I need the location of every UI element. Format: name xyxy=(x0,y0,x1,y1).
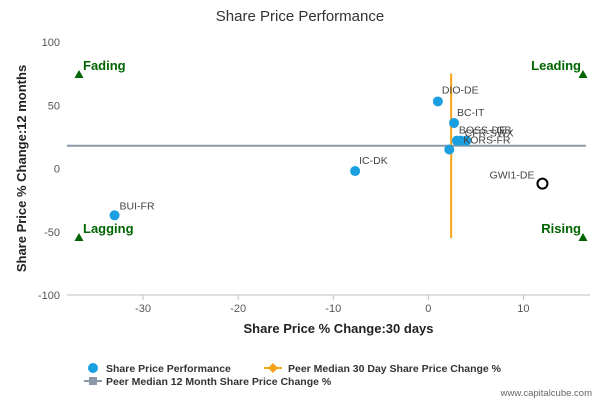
data-point-label: IC-DK xyxy=(359,155,388,167)
chart-title: Share Price Performance xyxy=(216,8,384,25)
y-tick-label: -50 xyxy=(44,227,60,239)
legend-marker-share-price xyxy=(88,363,98,373)
data-point-label: GB xyxy=(496,125,511,137)
data-point xyxy=(109,210,120,221)
data-point-label: BOSS-DE xyxy=(459,125,506,137)
quadrant-label-leading: Leading xyxy=(531,58,581,73)
data-point-label: BUI-FR xyxy=(120,200,155,212)
x-tick-label: 0 xyxy=(425,303,431,315)
legend-label-12m: Peer Median 12 Month Share Price Change … xyxy=(106,376,332,388)
highlight-data-point-label: GWI1-DE xyxy=(490,170,535,182)
credit-text: www.capitalcube.com xyxy=(500,388,592,399)
data-point xyxy=(350,166,361,177)
data-point-label: KORS-FR xyxy=(463,135,511,147)
x-axis-label: Share Price % Change:30 days xyxy=(243,321,433,336)
y-axis-label: Share Price % Change:12 months xyxy=(14,65,29,272)
y-tick-label: 50 xyxy=(48,100,60,112)
y-tick-label: 100 xyxy=(42,37,60,49)
highlight-data-point xyxy=(536,177,549,190)
y-tick-label: -100 xyxy=(38,290,60,302)
data-point xyxy=(461,135,472,146)
y-tick-label: 0 xyxy=(54,164,60,176)
data-point-label: DIO-DE xyxy=(442,84,479,96)
quadrant-label-lagging: Lagging xyxy=(83,221,134,236)
legend-label-share-price: Share Price Performance xyxy=(106,363,231,375)
x-tick-label: -30 xyxy=(135,303,151,315)
data-point xyxy=(432,96,443,107)
quadrant-marker-rising xyxy=(578,233,588,241)
data-point xyxy=(444,144,455,155)
quadrant-marker-fading xyxy=(74,70,84,78)
x-tick-label: -10 xyxy=(325,303,341,315)
x-tick-label: 10 xyxy=(517,303,529,315)
x-tick-label: -20 xyxy=(230,303,246,315)
legend-label-30d: Peer Median 30 Day Share Price Change % xyxy=(288,363,502,375)
quadrant-label-fading: Fading xyxy=(83,58,126,73)
quadrant-label-rising: Rising xyxy=(541,221,581,236)
quadrant-marker-leading xyxy=(578,70,588,78)
legend-marker-12m xyxy=(89,377,97,385)
data-point xyxy=(449,117,460,128)
legend-marker-30d xyxy=(268,363,278,373)
data-point-label: BC-IT xyxy=(457,107,485,119)
quadrant-marker-lagging xyxy=(74,233,84,241)
data-point-label: CFR-SWX xyxy=(465,128,514,140)
